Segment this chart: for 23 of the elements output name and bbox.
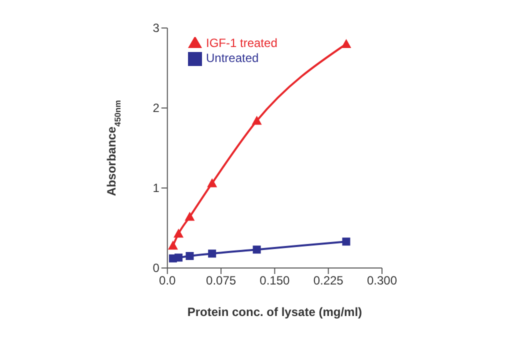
- x-tick-label: 0.225: [313, 274, 344, 288]
- x-tick-label: 0.075: [206, 274, 236, 288]
- point: [208, 250, 216, 258]
- legend-label: IGF-1 treated: [206, 36, 278, 50]
- point: [252, 116, 262, 125]
- point: [252, 246, 261, 254]
- point: [341, 39, 352, 48]
- x-tick-label: 0.0: [159, 274, 176, 288]
- y-tick-label: 1: [152, 181, 160, 195]
- x-tick-label: 0.150: [260, 274, 290, 288]
- x-axis-title: Protein conc. of lysate (mg/ml): [187, 305, 362, 319]
- legend-label: Untreated: [206, 50, 259, 65]
- point: [184, 212, 195, 221]
- x-tick-label: 0.300: [366, 274, 398, 288]
- y-tick-label: 3: [152, 21, 160, 35]
- y-tick-label: 2: [152, 101, 160, 115]
- point: [342, 238, 350, 246]
- point: [174, 228, 184, 238]
- point: [207, 178, 218, 188]
- point: [168, 240, 178, 250]
- y-tick-label: 0: [152, 261, 160, 275]
- point: [174, 254, 183, 262]
- point: [186, 252, 194, 260]
